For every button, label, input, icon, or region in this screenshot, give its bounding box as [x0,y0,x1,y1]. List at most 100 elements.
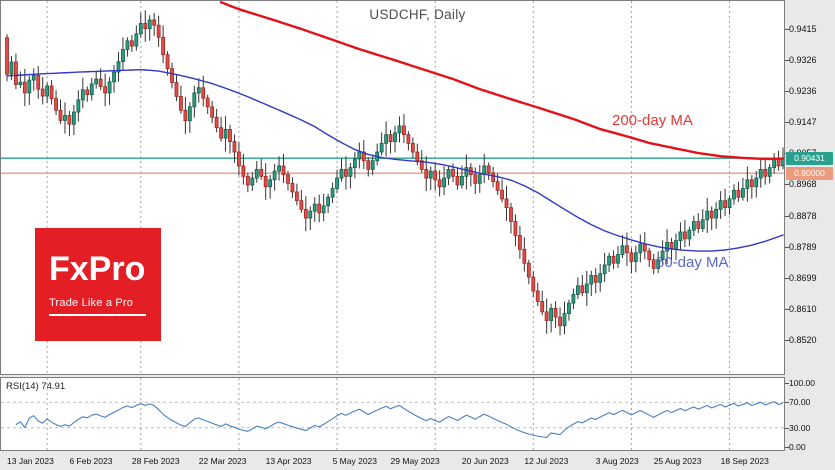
candle-body [241,165,246,177]
candle-body [736,189,741,198]
candle-body [509,207,513,222]
candle-body [183,109,188,122]
candle-body [201,87,206,99]
candle-body [196,87,201,94]
candle-body [121,49,125,63]
50-day-ma-line [6,68,784,252]
ma50-label: 50-day MA [656,254,729,271]
candle-body [625,245,629,254]
fxpro-logo-brand: FxPro [49,250,146,288]
candle-body [54,98,58,111]
rsi-axis-label: 70.00 [789,397,811,408]
candle-body [326,196,331,207]
candle-body [272,170,277,181]
candle-body [437,179,442,188]
candle-body [544,311,549,321]
candle-body [237,151,241,167]
candle-body [611,255,616,264]
candle-body [228,129,232,142]
rsi-axis-label: 30.00 [789,422,811,433]
candle-body [384,134,389,144]
candle-body [638,243,643,254]
candle-body [571,294,576,304]
candle-body [5,37,9,75]
candle-body [344,168,348,177]
price-axis-label: 0.8520 [789,335,817,345]
candle-body [22,81,27,94]
candle-body [397,125,402,134]
candle-body [763,168,768,177]
candle-body [776,158,781,167]
candle-body [464,167,469,177]
candle-body [58,109,63,121]
candle-body [718,200,723,210]
candle-body [129,40,134,47]
candle-body [598,273,603,283]
candle-body [691,221,696,231]
candle-body [72,111,76,125]
candle-body [67,115,72,125]
candle-body [660,250,665,261]
candle-body [567,302,571,314]
candle-body [754,177,759,188]
candle-body [589,274,594,285]
200-day-ma-line [219,1,784,161]
candle-body [214,116,219,129]
price-axis-label: 0.8610 [789,303,817,314]
candle-body [486,165,491,174]
candle-body [433,170,438,181]
candle-body [299,200,304,210]
candle-body [683,231,687,240]
candle-body [451,168,455,177]
date-axis-label: 13 Jan 2023 [7,456,54,466]
candle-body [741,188,745,198]
date-axis-label: 6 Feb 2023 [69,456,113,466]
candle-body [308,210,313,219]
candle-body [9,61,14,75]
candle-body [473,174,478,184]
candle-body [393,132,397,142]
candle-body [629,252,634,262]
candle-body [107,81,112,94]
price-badge: 0.90000 [786,166,833,180]
candle-body [602,264,607,275]
candle-body [147,19,152,30]
fxpro-logo-tagline: Trade Like a Pro [49,296,134,309]
candle-body [156,24,161,38]
candle-body [94,78,99,85]
candle-body [143,23,148,30]
date-axis-label: 25 Aug 2023 [653,456,702,466]
price-tickmark [785,340,789,341]
rsi-indicator-label: RSI(14) 74.91 [6,381,66,392]
candle-body [116,61,121,73]
candle-body [205,97,210,108]
candle-body [232,141,237,153]
candle-body [446,168,451,179]
candle-body [665,241,669,252]
price-axis-label: 0.9326 [789,54,817,65]
candle-body [767,167,772,177]
candle-body [647,250,652,261]
candle-body [245,175,250,186]
price-tickmark [785,277,789,279]
candle-body [348,167,353,177]
date-axis-label: 13 Apr 2023 [265,456,312,466]
price-axis-label: 0.9236 [789,86,817,97]
candle-body [772,158,777,169]
candle-body [18,81,23,85]
candle-body [76,99,81,113]
candle-body [424,168,429,179]
candle-body [705,210,710,221]
candle-body [330,188,335,198]
candle-body [89,83,94,96]
candle-body [85,89,90,96]
candle-body [727,198,732,209]
candle-body [633,252,638,262]
candle-body [535,290,540,302]
candle-body [584,283,589,294]
candle-body [63,115,67,121]
candle-body [428,170,433,179]
candle-body [758,168,763,179]
price-tickmark [785,29,789,30]
candle-body [14,61,18,85]
